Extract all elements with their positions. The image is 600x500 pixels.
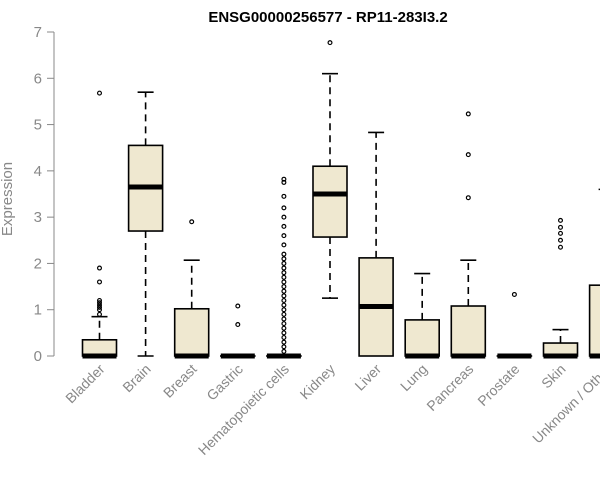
box-liver xyxy=(358,131,394,357)
x-tick-label: Brain xyxy=(119,361,153,395)
outlier-point xyxy=(96,311,102,317)
outlier-point xyxy=(281,297,287,303)
outlier-point xyxy=(189,219,195,225)
box-hematopoietic-cells xyxy=(266,176,302,359)
outlier-point xyxy=(281,334,287,340)
outlier-point xyxy=(281,316,287,322)
outlier-point xyxy=(281,205,287,211)
outlier-point xyxy=(557,237,563,243)
box-pancreas xyxy=(450,111,487,359)
box-breast xyxy=(173,219,210,359)
y-tick-label: 3 xyxy=(34,209,42,226)
outlier-point xyxy=(557,224,563,230)
outlier-point xyxy=(281,325,287,331)
outlier-point xyxy=(96,300,102,306)
boxes-group xyxy=(81,40,600,359)
outlier-point xyxy=(281,330,287,336)
outlier-point xyxy=(281,242,287,248)
outlier-point xyxy=(281,348,287,354)
outlier-point xyxy=(281,344,287,350)
y-tick-label: 7 xyxy=(34,24,42,41)
outlier-point xyxy=(96,304,102,310)
x-tick-label: Hematopoietic cells xyxy=(195,361,292,458)
box-kidney xyxy=(312,40,348,299)
y-tick-label: 1 xyxy=(34,302,42,319)
box-iqr xyxy=(404,319,441,357)
y-tick-label: 4 xyxy=(34,163,42,180)
outlier-point xyxy=(281,279,287,285)
outlier-point xyxy=(327,40,333,46)
outlier-point xyxy=(281,339,287,345)
y-axis: 0 1 2 3 4 5 6 7 xyxy=(34,24,55,365)
x-tick-label: Lung xyxy=(397,361,430,394)
box-lung xyxy=(404,272,441,359)
outlier-point xyxy=(557,230,563,236)
y-tick-label: 0 xyxy=(34,348,42,365)
x-tick-label: Kidney xyxy=(297,361,339,403)
box-iqr xyxy=(588,284,600,357)
outlier-point xyxy=(281,251,287,257)
outlier-point xyxy=(235,303,241,309)
y-axis-label: Expression xyxy=(0,162,16,236)
outlier-point xyxy=(281,302,287,308)
y-tick-label: 6 xyxy=(34,70,42,87)
box-unknown-other xyxy=(588,188,600,359)
outlier-point xyxy=(465,111,471,117)
outlier-point xyxy=(281,321,287,327)
outlier-point xyxy=(557,244,563,250)
x-tick-label: Prostate xyxy=(474,361,522,409)
x-tick-label: Pancreas xyxy=(423,361,476,414)
y-tick-label: 2 xyxy=(34,255,42,272)
outlier-point xyxy=(511,291,517,297)
outlier-point xyxy=(281,270,287,276)
box-prostate xyxy=(496,291,533,359)
outlier-point xyxy=(281,193,287,199)
box-brain xyxy=(127,91,164,357)
chart-title: ENSG00000256577 - RP11-283I3.2 xyxy=(208,9,447,26)
y-tick-label: 5 xyxy=(34,117,42,134)
outlier-point xyxy=(281,311,287,317)
outlier-point xyxy=(281,284,287,290)
box-gastric xyxy=(220,303,256,359)
x-tick-label: Gastric xyxy=(203,361,246,404)
outlier-point xyxy=(281,288,287,294)
outlier-point xyxy=(96,307,102,313)
outlier-point xyxy=(235,322,241,328)
box-skin xyxy=(542,217,579,359)
outlier-point xyxy=(465,195,471,201)
outlier-point xyxy=(281,260,287,266)
outlier-point xyxy=(281,274,287,280)
box-iqr xyxy=(450,305,487,357)
x-tick-label: Breast xyxy=(160,361,200,401)
outlier-point xyxy=(96,279,102,285)
box-bladder xyxy=(81,90,118,359)
outlier-point xyxy=(281,293,287,299)
box-iqr xyxy=(312,165,348,238)
outlier-point xyxy=(557,217,563,223)
outlier-point xyxy=(96,302,102,308)
outlier-point xyxy=(96,297,102,303)
outlier-point xyxy=(96,90,102,96)
outlier-point xyxy=(281,214,287,220)
outlier-point xyxy=(281,265,287,271)
outlier-point xyxy=(465,152,471,158)
outlier-point xyxy=(281,233,287,239)
outlier-point xyxy=(96,265,102,271)
box-iqr xyxy=(173,307,210,357)
x-tick-label: Liver xyxy=(351,361,384,394)
outlier-point xyxy=(281,223,287,229)
outlier-point xyxy=(281,256,287,262)
outlier-point xyxy=(281,307,287,313)
outlier-point xyxy=(281,176,287,182)
x-tick-label: Skin xyxy=(538,361,569,392)
x-tick-label: Bladder xyxy=(62,361,108,407)
